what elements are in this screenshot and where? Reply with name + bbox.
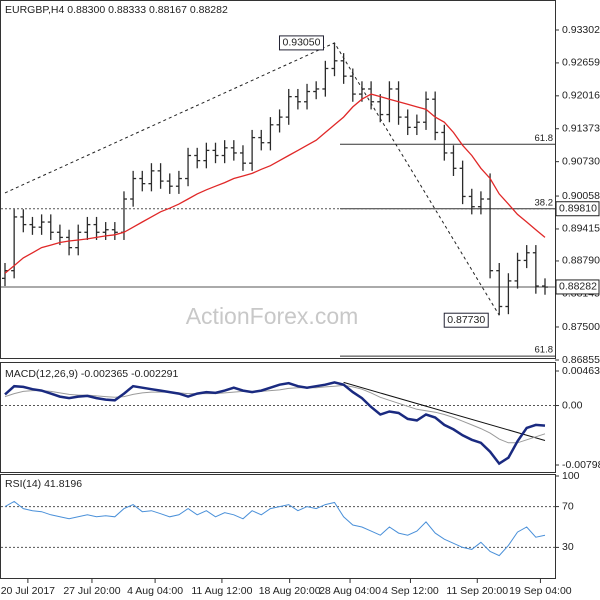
annotation-box [278,35,324,51]
x-tick-label: 19 Sep 04:00 [509,585,572,597]
y-tick-label: 0.89415 [562,223,600,235]
x-tick-label: 11 Sep 20:00 [446,585,508,597]
annotation-box [443,312,489,328]
moving-average [4,93,546,274]
panel-title: RSI(14) 41.8196 [5,478,82,490]
annotation-label: 0.87730 [447,314,485,326]
y-tick-label: 0.004637 [562,365,600,377]
rsi-panel [0,474,556,579]
x-tick-label: 18 Aug 20:00 [259,585,321,597]
x-tick-label: 4 Aug 04:00 [127,585,183,597]
x-tick-label: 4 Sep 12:00 [382,585,439,597]
y-tick-label: 0.92659 [562,57,600,69]
y-tick-label: 0.00 [562,399,583,411]
y-tick-label: 0.86855 [562,354,600,366]
y-tick-label: 0.93302 [562,24,600,36]
watermark: ActionForex.com [186,303,359,329]
price-box-label: 0.88282 [559,281,597,293]
annotation-label: 0.93050 [282,37,320,49]
x-tick-label: 27 Jul 20:00 [63,585,120,597]
x-tick-label: 11 Aug 12:00 [191,585,252,597]
y-tick-label: 100 [562,470,580,482]
y-tick-label: -0.007983 [562,459,600,471]
y-tick-label: 0.88790 [562,255,600,267]
price-panel [0,0,556,359]
series-line [4,381,546,466]
panel-title: MACD(12,26,9) -0.002365 -0.002291 [5,368,179,380]
fib-label: 38.2 [535,197,554,208]
price-box [555,279,600,295]
y-tick-label: 0.91373 [562,123,600,135]
trendline [343,381,546,441]
y-tick-label: 30 [562,541,574,553]
y-tick-label: 0.90058 [562,190,600,202]
y-tick-label: 0.90730 [562,155,600,167]
x-tick-label: 28 Aug 04:00 [319,585,381,597]
x-tick-label: 20 Jul 2017 [1,585,55,597]
price-box-label: 0.89810 [559,203,597,215]
series-line [4,384,546,444]
macd-panel [0,362,556,473]
y-tick-label: 70 [562,500,574,512]
panel-title: EURGBP,H4 0.88300 0.88333 0.88167 0.8828… [5,4,228,16]
price-box [555,201,600,217]
fib-label: 61.8 [535,133,554,144]
y-tick-label: 0.87500 [562,321,600,333]
fib-label: 61.8 [535,345,554,356]
y-tick-label: 0.92016 [562,90,600,102]
series-line [4,500,546,557]
